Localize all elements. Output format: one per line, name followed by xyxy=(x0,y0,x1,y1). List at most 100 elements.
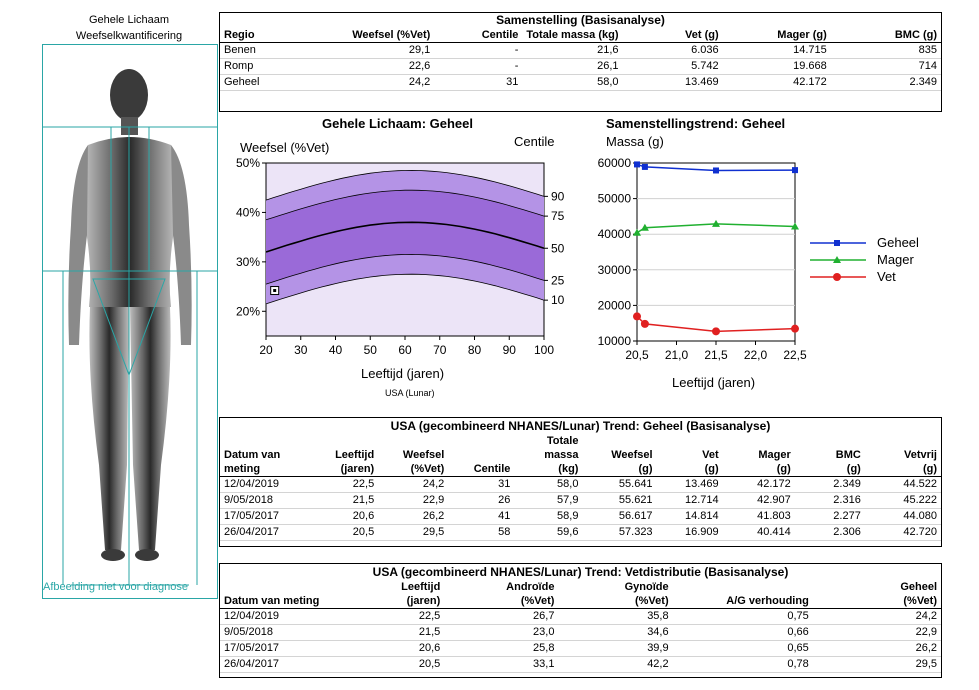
header-line: (%Vet) xyxy=(903,595,937,607)
table-cell: 26,2 xyxy=(378,508,449,525)
centile-xlabel: Leeftijd (jaren) xyxy=(361,366,445,381)
table-cell: 58 xyxy=(448,524,515,541)
trend_table-header-1: Leeftijd (jaren) xyxy=(312,434,379,477)
header-line: (%Vet) xyxy=(634,595,669,607)
table-cell: 58,0 xyxy=(522,74,623,91)
table-cell: 16.909 xyxy=(656,524,723,541)
y-tick-label: 20% xyxy=(236,304,260,318)
series-line-geheel xyxy=(636,163,796,172)
table-cell: 26 xyxy=(448,492,515,509)
table-cell: 26/04/2017 xyxy=(220,524,313,541)
x-tick-label: 30 xyxy=(294,343,308,357)
x-tick-label: 80 xyxy=(468,343,482,357)
composition-panel: Samenstelling (Basisanalyse) Regio Weefse… xyxy=(219,12,942,112)
header-line: Gynoïde xyxy=(624,581,669,593)
table-cell: 9/05/2018 xyxy=(220,624,341,641)
legend-label-vet: Vet xyxy=(877,269,896,284)
table-cell: 33,1 xyxy=(444,656,559,673)
table-cell: 26,2 xyxy=(812,640,941,657)
table-cell: 59,6 xyxy=(514,524,583,541)
legend-line-vet xyxy=(810,273,866,281)
table-cell: 6.036 xyxy=(622,42,723,59)
y-tick-label: 40000 xyxy=(598,227,632,241)
table-cell: 2.349 xyxy=(830,74,941,91)
x-tick-label: 60 xyxy=(398,343,412,357)
trend_table-header-6: Vet (g) xyxy=(656,434,723,477)
header-line: Weefsel xyxy=(611,449,653,461)
x-tick-label: 50 xyxy=(364,343,378,357)
x-tick-label: 100 xyxy=(534,343,554,357)
legend-line-mager xyxy=(810,256,866,263)
table-cell: 2.349 xyxy=(794,476,865,493)
header-line: Geheel xyxy=(900,581,937,593)
trend-table-head: Datum van meting Leeftijd (jaren) Weefsel (%V… xyxy=(220,434,941,477)
header-line: Leeftijd xyxy=(401,581,441,593)
trend_table-header-0: Datum van meting xyxy=(220,434,313,477)
trend-xlabel: Leeftijd (jaren) xyxy=(672,375,756,390)
table-row: Geheel 24,2 31 58,0 13.469 42.172 2.349 xyxy=(220,74,941,91)
trend_table-header-9: Vetvrij (g) xyxy=(864,434,941,477)
data-point xyxy=(791,324,799,333)
table-cell: 21,5 xyxy=(312,492,379,509)
table-row: 26/04/2017 20,5 29,5 58 59,6 57.323 16.909 40.4… xyxy=(220,524,941,541)
fat-table-head: Datum van meting Leeftijd (jaren) Androïde (… xyxy=(220,580,941,609)
y-tick-label: 20000 xyxy=(598,298,632,312)
x-tick-label: 22,0 xyxy=(744,348,768,362)
x-tick-label: 40 xyxy=(329,343,343,357)
data-point xyxy=(633,312,641,321)
fat_table-header-2: Androïde (%Vet) xyxy=(444,580,559,609)
header-line: BMC xyxy=(835,449,861,461)
table-cell: 22,9 xyxy=(378,492,449,509)
y-tick-label: 50% xyxy=(236,156,260,170)
centile-curve-4 xyxy=(265,273,545,305)
table-cell: 5.742 xyxy=(622,58,723,75)
table-cell: 24,2 xyxy=(378,476,449,493)
table-cell: 2.277 xyxy=(794,508,865,525)
table-cell: 2.306 xyxy=(794,524,865,541)
table-cell: 2.316 xyxy=(794,492,865,509)
data-point xyxy=(634,161,640,168)
table-cell: 12/04/2019 xyxy=(220,476,313,493)
data-point xyxy=(640,319,649,328)
table-row: 9/05/2018 21,5 23,0 34,6 0,66 22,9 xyxy=(220,624,941,641)
table-cell: 31 xyxy=(434,74,523,91)
table-row: Romp 22,6-26,1 5.742 19.668 714 xyxy=(220,58,941,75)
x-tick-label: 22,5 xyxy=(783,348,807,362)
header-line: (jaren) xyxy=(406,595,441,607)
fat-table-title: USA (gecombineerd NHANES/Lunar) Trend: V… xyxy=(372,565,789,579)
trend-table-title: USA (gecombineerd NHANES/Lunar) Trend: G… xyxy=(390,419,771,433)
header-line: Centile xyxy=(473,463,511,475)
table-row: 17/05/2017 20,6 25,8 39,9 0,65 26,2 xyxy=(220,640,941,657)
composition-header-0: Regio xyxy=(220,28,301,43)
table-cell: 26,7 xyxy=(444,608,559,625)
header-line: meting xyxy=(224,463,261,475)
header-line: (kg) xyxy=(558,463,579,475)
header-line: Datum van xyxy=(224,449,281,461)
centile-chart-title: Gehele Lichaam: Geheel xyxy=(322,116,474,131)
body-scan-image xyxy=(42,44,218,599)
y-tick-label: 60000 xyxy=(598,156,632,170)
table-cell: 58,9 xyxy=(514,508,583,525)
centile-curve-2 xyxy=(265,221,545,253)
centile-tick-label: 50 xyxy=(551,241,565,255)
header-line: (g) xyxy=(776,463,791,475)
table-cell: 14.715 xyxy=(722,42,831,59)
centile-curve-3 xyxy=(265,253,545,285)
y-tick-label: 40% xyxy=(236,205,260,219)
trend-plot-area xyxy=(636,162,796,342)
table-cell: 42.172 xyxy=(722,74,831,91)
centile-band-inner xyxy=(266,190,544,285)
header-line: Vetvrij xyxy=(903,449,937,461)
data-point xyxy=(791,222,799,230)
table-cell: 12/04/2019 xyxy=(220,608,341,625)
composition-body: Benen 29,1-21,6 6.036 14.715 835 Romp 22,6-26,… xyxy=(220,42,941,91)
composition-header-6: BMC (g) xyxy=(830,28,941,43)
trend_table-header-8: BMC (g) xyxy=(794,434,865,477)
fat_table-header-5: Geheel (%Vet) xyxy=(812,580,941,609)
table-cell: 29,5 xyxy=(812,656,941,673)
composition-title: Samenstelling (Basisanalyse) xyxy=(496,13,665,27)
y-tick-label: 30000 xyxy=(598,263,632,277)
scan-title-line1: Gehele Lichaam xyxy=(88,14,170,26)
trend_table-header-5: Weefsel (g) xyxy=(582,434,657,477)
table-cell: 0,75 xyxy=(672,608,813,625)
